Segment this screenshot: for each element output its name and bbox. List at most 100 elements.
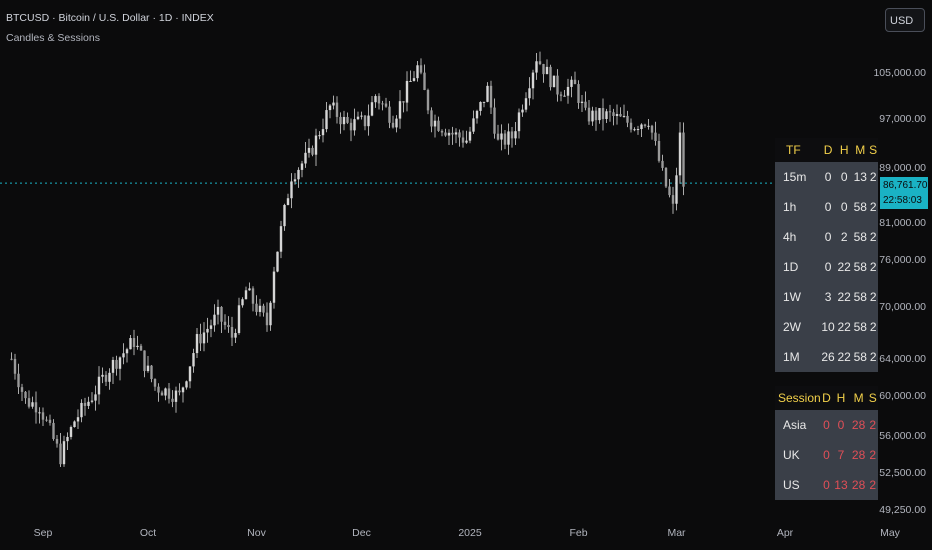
table-cell: 0 <box>824 230 832 244</box>
header-cell: M <box>852 138 869 162</box>
table-cell: 0 <box>823 478 830 492</box>
candle-body <box>451 132 454 135</box>
candle-body <box>535 61 538 73</box>
price-axis-label: 81,000.00 <box>879 216 926 229</box>
time-axis-label: Sep <box>33 527 53 539</box>
candle-body <box>654 132 657 141</box>
table-cell: 22 <box>837 320 851 334</box>
candle-body <box>475 110 479 119</box>
candle-body <box>615 114 619 116</box>
candle-body <box>482 101 486 103</box>
table-header-row: Session D H M S <box>775 386 878 410</box>
candle-body <box>234 333 237 338</box>
candle-body <box>503 133 507 145</box>
price-axis-label: 56,000.00 <box>879 429 926 442</box>
price-axis-label: 52,500.00 <box>879 467 926 480</box>
candle-body <box>171 398 174 402</box>
candle-body <box>349 122 353 131</box>
indicator-name[interactable]: Candles & Sessions <box>6 32 100 44</box>
candle-body <box>612 112 615 116</box>
table-row: 4h 0 2 58 2 <box>775 222 878 252</box>
candle-body <box>129 338 132 350</box>
candle-body <box>262 305 265 313</box>
candle-body <box>279 226 283 252</box>
table-cell: 28 <box>851 448 866 462</box>
candle-body <box>423 72 426 91</box>
candle-body <box>265 312 269 326</box>
time-axis-label: Nov <box>247 527 266 539</box>
candle-body <box>318 135 321 137</box>
table-cell: 2 <box>869 290 877 304</box>
header-cell: D <box>820 138 837 162</box>
candle-body <box>325 110 328 130</box>
time-axis-label: Feb <box>569 527 588 539</box>
candle-body <box>248 288 251 291</box>
price-axis-label: 89,000.00 <box>879 162 926 175</box>
session-label: UK <box>783 448 800 462</box>
table-row: Asia 0 0 28 2 <box>775 410 878 440</box>
candle-body <box>276 251 279 272</box>
table-header-row: TF D H M S <box>775 138 878 162</box>
candle-body <box>514 131 517 139</box>
candle-body <box>430 110 433 127</box>
candle-body <box>377 96 381 104</box>
session-label: Asia <box>783 418 807 432</box>
candle-body <box>304 152 307 164</box>
table-cell: 7 <box>837 448 845 462</box>
candle-body <box>440 130 444 133</box>
table-cell: 58 <box>853 290 867 304</box>
candle-body <box>395 118 398 128</box>
tf-label: 2W <box>783 320 801 334</box>
candle-body <box>199 334 202 344</box>
time-axis-label: 2025 <box>458 527 482 539</box>
candle-body <box>216 306 220 315</box>
candle-body <box>97 376 101 395</box>
candle-body <box>486 85 489 102</box>
currency-button[interactable]: USD <box>885 8 925 32</box>
candle-body <box>195 334 199 354</box>
session-countdown-table: Session D H M S Asia 0 0 28 2 UK 0 7 28 2 US 0 13 2… <box>775 386 878 500</box>
table-cell: 2 <box>869 320 877 334</box>
candle-body <box>181 387 185 393</box>
candle-body <box>409 80 412 82</box>
table-cell: 3 <box>824 290 832 304</box>
time-axis-label: Mar <box>667 527 686 539</box>
candle-body <box>346 116 349 123</box>
table-cell: 58 <box>853 230 867 244</box>
candle-body <box>412 78 416 81</box>
candle-body <box>213 314 216 326</box>
table-row: 1M 26 22 58 2 <box>775 342 878 372</box>
tf-label: 1D <box>783 260 799 274</box>
header-cell: D <box>820 386 833 410</box>
table-cell: 0 <box>823 418 830 432</box>
candle-body <box>342 116 346 125</box>
tf-label: 15m <box>783 170 807 184</box>
candle-body <box>587 107 591 122</box>
candle-body <box>220 306 223 322</box>
candle-body <box>94 394 97 401</box>
table-cell: 58 <box>853 320 867 334</box>
candle-body <box>675 175 678 204</box>
table-cell: 0 <box>824 170 832 184</box>
chart-title: BTCUSD · Bitcoin / U.S. Dollar · 1D · IN… <box>6 12 214 24</box>
header-cell: S <box>868 138 878 162</box>
candle-body <box>608 111 612 113</box>
header-cell: M <box>849 386 868 410</box>
candle-body <box>20 387 24 392</box>
table-cell: 2 <box>869 418 877 432</box>
candle-body <box>206 328 209 333</box>
candle-body <box>682 132 685 187</box>
table-cell: 0 <box>824 200 832 214</box>
candle-body <box>437 120 440 131</box>
candle-body <box>391 122 395 128</box>
candle-body <box>178 390 181 393</box>
candle-body <box>661 160 664 168</box>
candle-body <box>650 125 654 133</box>
candle-body <box>416 65 419 79</box>
candle-body <box>542 64 545 75</box>
table-cell: 13 <box>853 170 867 184</box>
candle-body <box>17 373 20 388</box>
candle-body <box>374 96 377 103</box>
candle-body <box>570 79 573 87</box>
